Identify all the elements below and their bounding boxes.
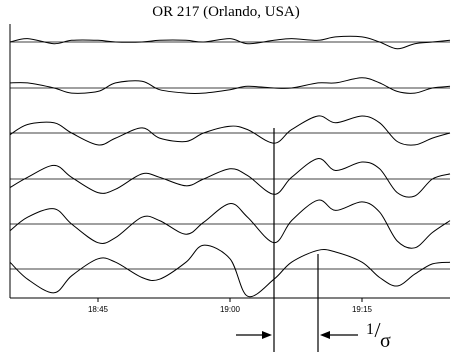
- series-line-2: [9, 77, 451, 95]
- x-tick-label-1845: 18:45: [88, 305, 109, 314]
- annotation-sigma: σ: [380, 330, 391, 352]
- chart-title: OR 217 (Orlando, USA): [152, 4, 300, 20]
- annotation-numerator: 1: [366, 321, 374, 338]
- arrow-right-head: [320, 331, 330, 339]
- annotation-slash: [374, 322, 381, 338]
- series-line-6: [9, 244, 451, 298]
- series-line-1: [9, 35, 451, 50]
- series-line-5: [9, 199, 451, 249]
- arrow-left-head: [262, 331, 272, 339]
- x-tick-label-1900: 19:00: [220, 305, 241, 314]
- series-line-3: [9, 115, 451, 146]
- x-tick-label-1915: 19:15: [352, 305, 373, 314]
- series-line-4: [9, 158, 451, 198]
